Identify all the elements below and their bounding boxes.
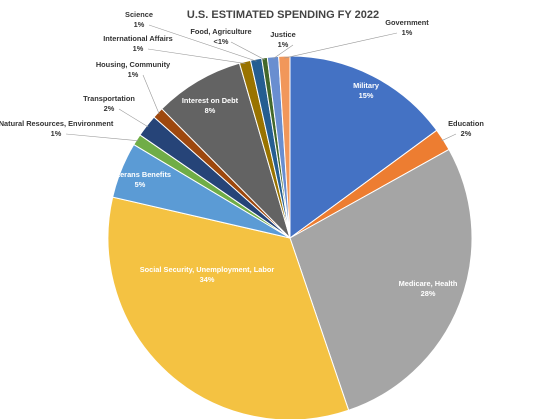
leader-line-natural-resources-environment	[65, 133, 139, 142]
slice-label-education: Education 2%	[448, 119, 484, 138]
leader-line-education	[441, 133, 457, 142]
slice-label-medicare-health: Medicare, Health 28%	[399, 279, 458, 298]
pie-slice-military	[289, 55, 438, 239]
leader-lines	[65, 24, 457, 142]
pie-slice-social-security-unemployment-labor	[107, 196, 350, 419]
pie-slice-interest-on-debt	[161, 62, 291, 239]
slice-label-housing-community: Housing, Community 1%	[96, 60, 171, 79]
leader-line-international-affairs	[147, 48, 246, 64]
pie-slice-medicare-health	[289, 148, 473, 411]
slice-label-transportation: Transportation 2%	[83, 94, 135, 113]
pie-slice-government	[278, 55, 291, 239]
slice-label-food-agriculture: Food, Agriculture <1%	[190, 27, 251, 46]
leader-line-housing-community	[142, 74, 160, 115]
leader-line-justice	[272, 44, 294, 60]
slice-label-veterans-benefits: Veterans Benefits 5%	[109, 170, 171, 189]
slice-label-justice: Justice 1%	[270, 30, 295, 49]
chart-title: U.S. ESTIMATED SPENDING FY 2022	[187, 9, 379, 21]
slice-label-natural-resources-environment: Natural Resources, Environment 1%	[0, 119, 114, 138]
slice-labels: Military 15% Education 2% Medicare, Health 28…	[0, 10, 484, 298]
leader-line-food-agriculture	[230, 41, 265, 61]
slice-label-international-affairs: International Affairs 1%	[103, 34, 173, 53]
slice-label-interest-on-debt: Interest on Debt 8%	[182, 96, 239, 115]
leader-line-transportation	[118, 108, 149, 128]
slice-label-government: Government 1%	[385, 18, 429, 37]
pie-slices	[107, 55, 473, 419]
leader-line-government	[284, 32, 398, 59]
slice-label-science: Science 1%	[125, 10, 153, 29]
slice-label-social-security-unemployment-labor: Social Security, Unemployment, Labor 34%	[140, 265, 275, 284]
leader-line-science	[148, 24, 257, 62]
slice-label-military: Military 15%	[353, 81, 380, 100]
